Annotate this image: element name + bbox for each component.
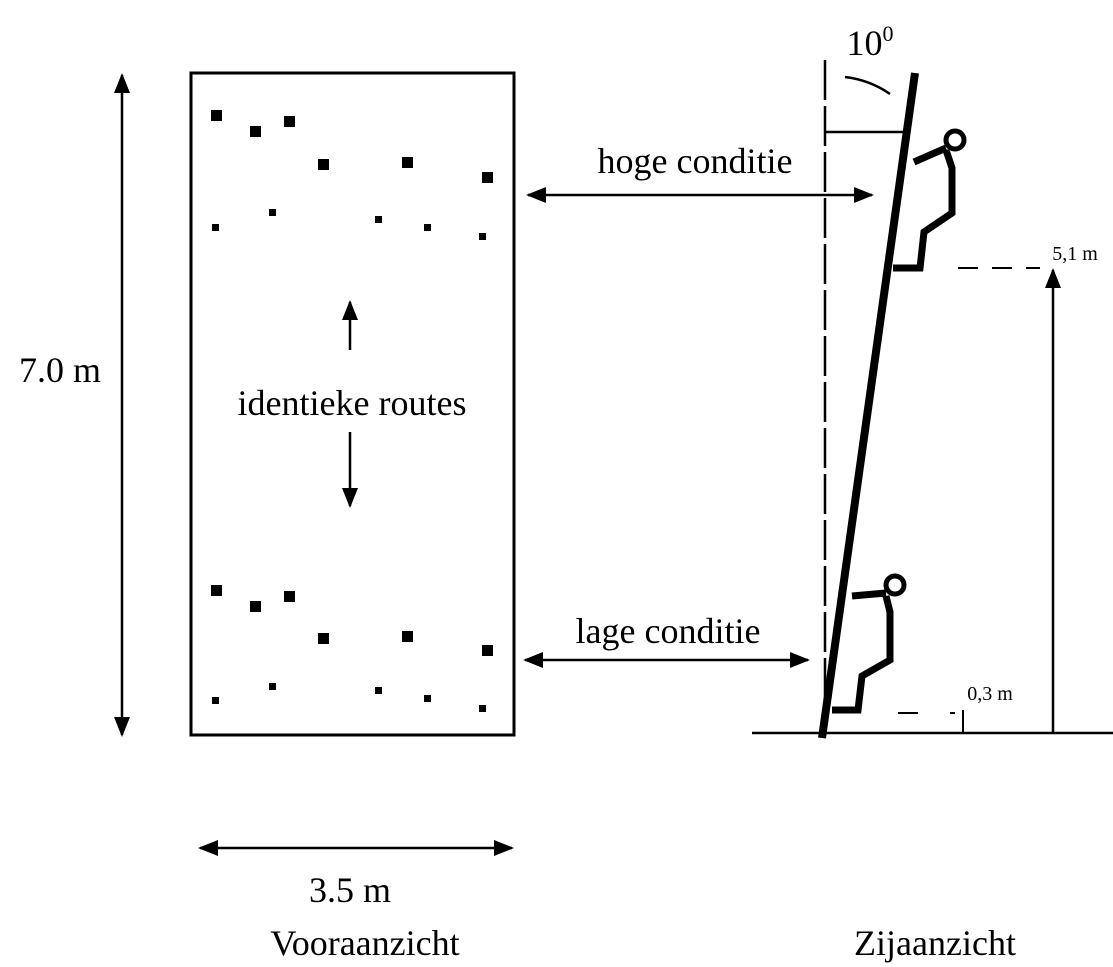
low-condition-label: lage conditie [576,611,761,651]
high-level-label: 5,1 m [1052,243,1098,265]
routes-label: identieke routes [238,383,467,423]
angle-value: 10 [847,23,883,63]
width-label: 3.5 m [309,870,391,910]
wall-front [189,71,516,737]
low-level-label: 0,3 m [967,683,1013,705]
front-caption: Vooraanzicht [270,923,459,963]
side-caption: Zijaanzicht [854,923,1016,963]
angle-label: 100 [847,21,894,63]
climber-high [893,128,967,272]
angle-arc [844,75,891,96]
wall-side [818,72,919,739]
holds [211,110,493,712]
angle-sup: 0 [883,21,894,46]
high-condition-label: hoge conditie [598,141,793,181]
climber-low [832,573,907,714]
height-label: 7.0 m [19,350,101,390]
